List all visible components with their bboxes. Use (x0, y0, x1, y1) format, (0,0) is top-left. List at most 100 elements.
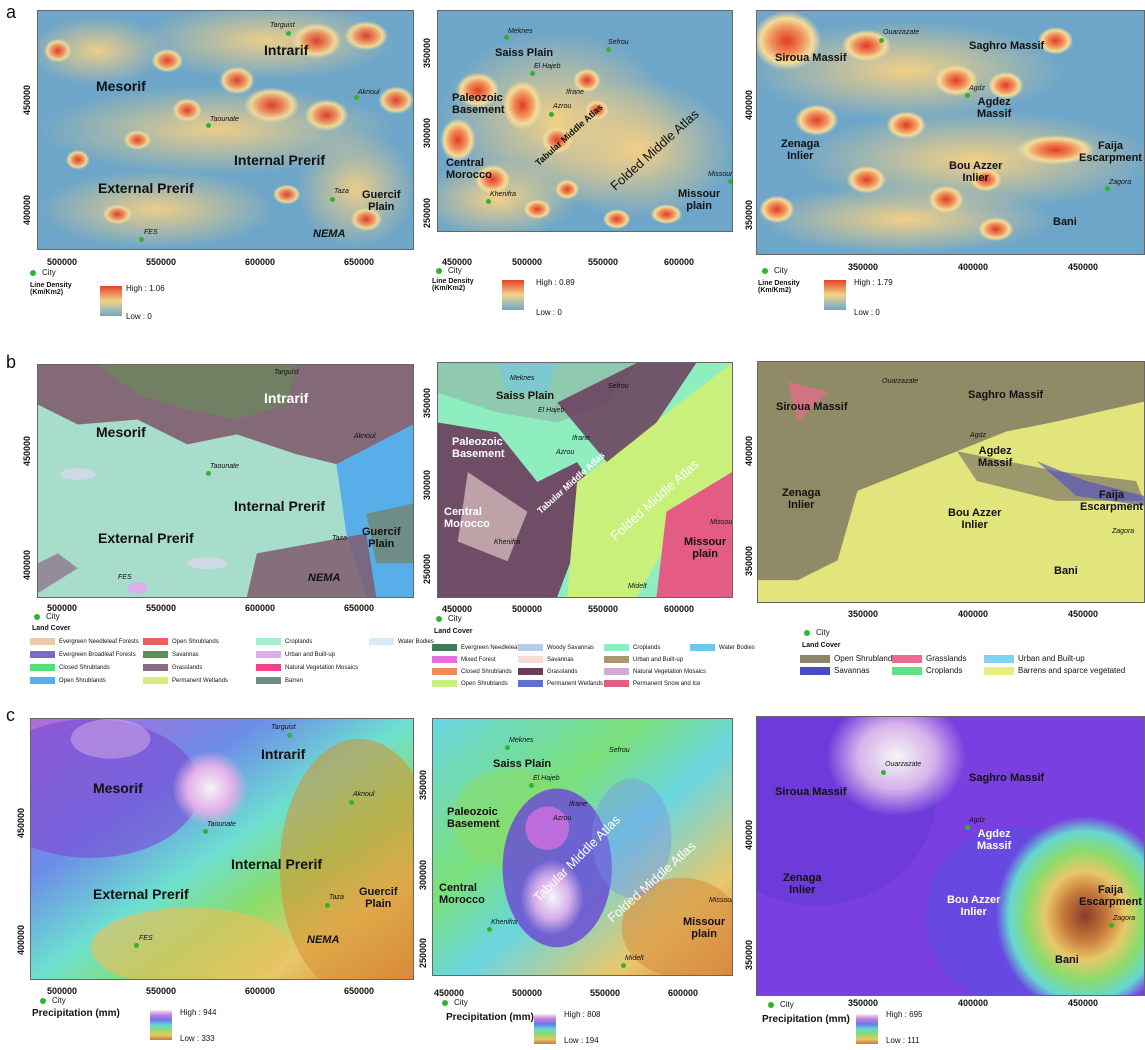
legend-label: Woody Savannas (547, 645, 594, 652)
xtick-c2-2: 550000 (590, 988, 621, 998)
label-saghro-massif: Saghro Massif (969, 40, 1045, 52)
label-el-hajeb: El Hajeb (534, 63, 561, 70)
legend-item-p1-1: Evergreen Broadleaf Forests (30, 651, 136, 658)
legend-swatch (604, 656, 629, 663)
legend-c2: City Precipitation (mm) High : 808 Low :… (440, 998, 660, 1050)
map-a1-line-density-rif: Targuist Intrarif Mesorif Aknoul Taounat… (37, 10, 414, 250)
city-targuist (287, 733, 292, 738)
legend-item-p2-5: Savannas (518, 656, 574, 663)
legend-swatch (604, 668, 629, 675)
city-legend-dot (40, 997, 46, 1004)
legend-a2: City Line Density (Km/Km2) High : 0.89 L… (432, 266, 622, 326)
legend-item-p1-4: Open Shrublands (143, 638, 219, 645)
xtick-c2-0: 450000 (434, 988, 465, 998)
label-missour: Missour (710, 519, 733, 526)
legend-item-p1-6: Grasslands (143, 664, 202, 671)
legend-swatch (143, 651, 168, 658)
label-aknoul: Aknoul (354, 433, 376, 440)
xtick-b3-0: 350000 (848, 609, 879, 619)
label-external-prerif: External Prerif (98, 530, 194, 546)
label-guercif-plain: Guercif Plain (362, 526, 401, 550)
label-agdz: Agdz (970, 432, 986, 439)
legend-swatch (432, 644, 457, 651)
city-legend-label: City (42, 268, 56, 277)
city-khenifra (486, 199, 491, 204)
label-taza: Taza (329, 894, 344, 901)
label-zagora: Zagora (1113, 915, 1136, 922)
city-legend-label: City (448, 614, 462, 623)
legend-b3: City Land Cover Open Shrublands Savannas G… (800, 628, 1145, 688)
label-central-morocco: Central Morocco (439, 882, 485, 906)
legend-label: Permanent Snow and Ice (633, 681, 701, 688)
xtick-a2-1: 500000 (512, 257, 543, 267)
xtick-c2-3: 600000 (668, 988, 699, 998)
label-ifrane: Ifrane (572, 435, 590, 442)
legend-swatch (604, 644, 629, 651)
row-label-a: a (6, 2, 17, 22)
xtick-c3-0: 350000 (848, 998, 879, 1008)
legend-item-p2-2: Closed Shrublands (432, 668, 512, 675)
label-sefrou: Sefrou (608, 383, 629, 390)
xtick-a1-1: 550000 (146, 257, 177, 267)
label-mesorif: Mesorif (96, 78, 146, 94)
legend-item-p1-8: Croplands (256, 638, 312, 645)
legend-c3: City Precipitation (mm) High : 695 Low :… (762, 1000, 982, 1050)
label-khenifra: Khenifra (490, 191, 517, 198)
label-taounate: Taounate (210, 116, 239, 123)
city-ouarzazate (879, 38, 884, 43)
xtick-b3-1: 400000 (958, 609, 989, 619)
city-agdz (965, 825, 970, 830)
legend-label: Croplands (633, 645, 661, 652)
legend-label: Evergreen Broadleaf Forests (59, 652, 136, 659)
city-legend-dot (442, 999, 448, 1006)
legend-label: Savannas (834, 666, 870, 675)
legend-item-p1-9: Urban and Built-up (256, 651, 335, 658)
legend-a2-high: High : 0.89 (536, 278, 575, 287)
legend-label: Water Bodies (719, 645, 755, 652)
legend-swatch (690, 644, 715, 651)
xtick-a2-0: 450000 (442, 257, 473, 267)
legend-swatch (256, 638, 281, 645)
xtick-b3-2: 450000 (1068, 609, 1099, 619)
label-targuist: Targuist (271, 724, 296, 731)
map-c1-precipitation-rif: Targuist Intrarif Mesorif Aknoul Taounat… (30, 718, 414, 980)
city-meknes (504, 35, 509, 40)
label-azrou: Azrou (553, 103, 572, 110)
label-bani: Bani (1055, 954, 1079, 966)
legend-label: Barrens and sparce vegetated (1018, 666, 1126, 675)
label-ouarzazate: Ouarzazate (885, 761, 922, 768)
city-taounate (203, 829, 208, 834)
label-taza: Taza (332, 535, 347, 542)
legend-item-p1-2: Closed Shrublands (30, 664, 110, 671)
legend-label: Croplands (285, 639, 313, 646)
legend-item-p2-11: Permanent Snow and Ice (604, 680, 700, 687)
label-azrou: Azrou (553, 815, 572, 822)
city-legend-label: City (774, 266, 788, 275)
legend-swatch (369, 638, 394, 645)
legend-swatch (984, 654, 1014, 663)
city-zagora (1105, 186, 1110, 191)
ytick-c3-1: 350000 (744, 939, 754, 970)
label-bou-azzer-inlier: Bou Azzer Inlier (948, 507, 1002, 531)
legend-swatch (892, 666, 922, 675)
legend-label: Urban and Built-up (633, 657, 684, 664)
ytick-a2-1: 300000 (422, 117, 432, 148)
legend-a1-title: Line Density (Km/Km2) (30, 282, 72, 296)
legend-item-p3-5: Barrens and sparce vegetated (984, 666, 1125, 675)
legend-swatch (518, 680, 543, 687)
legend-item-p3-4: Urban and Built-up (984, 654, 1085, 663)
label-taza: Taza (334, 188, 349, 195)
legend-c1-high: High : 944 (180, 1008, 217, 1017)
map-c3-precipitation-anti-atlas: Ouarzazate Siroua Massif Saghro Massif A… (756, 716, 1145, 996)
legend-label: Evergreen Needleleaf Forest (461, 645, 538, 652)
legend-item-p1-10: Natural Vegetation Mosaics (256, 664, 358, 671)
label-external-prerif: External Prerif (93, 886, 189, 902)
xtick-c3-2: 450000 (1068, 998, 1099, 1008)
label-intrarif: Intrarif (264, 42, 309, 58)
label-saghro-massif: Saghro Massif (968, 389, 1044, 401)
legend-b3-title: Land Cover (802, 642, 841, 649)
legend-swatch (800, 666, 830, 675)
label-azrou: Azrou (556, 449, 575, 456)
legend-item-p1-12: Water Bodies (369, 638, 434, 645)
label-sefrou: Sefrou (609, 747, 630, 754)
